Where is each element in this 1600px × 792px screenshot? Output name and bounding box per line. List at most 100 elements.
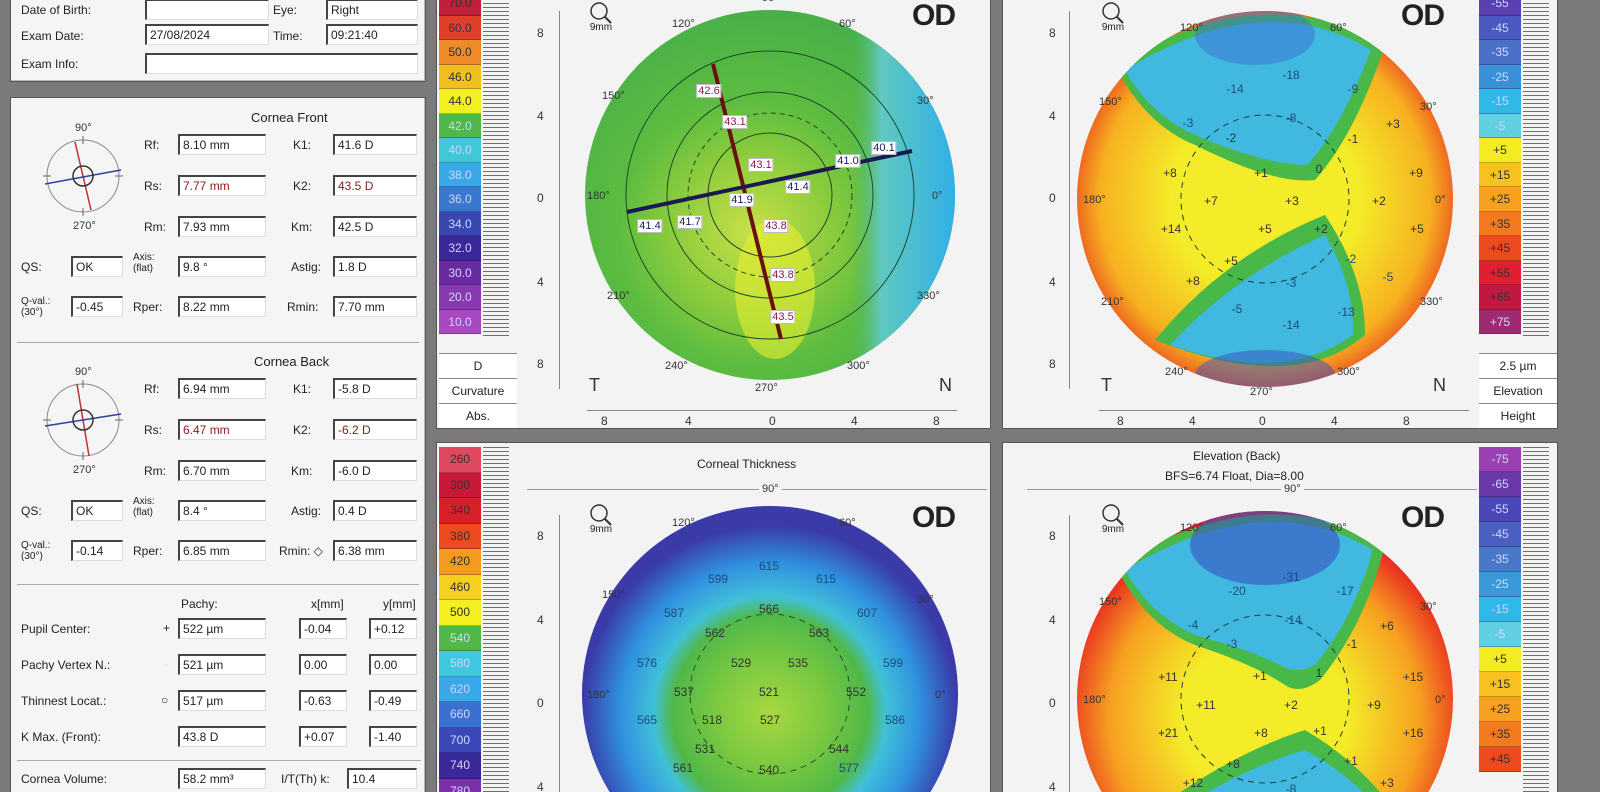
- front-qval-field[interactable]: -0.45: [71, 296, 123, 317]
- front-astig-field[interactable]: 1.8 D: [333, 256, 417, 277]
- scale-step: -45: [1479, 522, 1521, 547]
- time-field[interactable]: 09:21:40: [326, 24, 418, 45]
- elevation-front-map: 180° 0° 120° 60° 150° 30° 210° 330° 240°…: [1077, 11, 1453, 395]
- pachy-value-field[interactable]: 43.8 D: [178, 726, 266, 747]
- back-rmin-field[interactable]: 6.38 mm: [333, 540, 417, 561]
- y-value-field[interactable]: -1.40: [369, 726, 417, 747]
- scale-step: 34.0: [439, 211, 481, 236]
- scale-step: 46.0: [439, 64, 481, 89]
- back-axis-field[interactable]: 8.4 °: [178, 500, 266, 521]
- svg-text:150°: 150°: [602, 589, 625, 601]
- elevation-back-subtitle: BFS=6.74 Float, Dia=8.00: [1165, 469, 1304, 483]
- qval-label: Q-val.: (30°): [21, 296, 51, 318]
- zoom-magnifier-button[interactable]: 9mm: [587, 1, 615, 33]
- scale-step: 380: [439, 523, 481, 549]
- back-rm-field[interactable]: 6.70 mm: [178, 460, 266, 481]
- qval-label: Q-val.: (30°): [21, 540, 51, 562]
- back-k1-field[interactable]: -5.8 D: [333, 378, 417, 399]
- svg-text:270°: 270°: [1250, 386, 1273, 395]
- cornea-front-axis-dial-icon: [43, 136, 123, 216]
- zoom-label: 9mm: [1101, 22, 1125, 33]
- x-column-header: x[mm]: [311, 597, 344, 611]
- x-value-field[interactable]: +0.07: [299, 726, 347, 747]
- svg-text:210°: 210°: [1101, 296, 1124, 308]
- pachy-value-field[interactable]: 521 µm: [178, 654, 266, 675]
- front-qs-field[interactable]: OK: [71, 256, 123, 277]
- front-rs-field[interactable]: 7.77 mm: [178, 175, 266, 196]
- y-axis: [559, 515, 560, 792]
- flat-meridian-value: 41.9: [729, 193, 755, 207]
- y-value-field[interactable]: -0.49: [369, 690, 417, 711]
- back-astig-field[interactable]: 0.4 D: [333, 500, 417, 521]
- scale-histogram: [483, 447, 509, 792]
- y-tick: 0: [537, 191, 544, 205]
- front-k1-field[interactable]: 41.6 D: [333, 134, 417, 155]
- back-qval-field[interactable]: -0.14: [71, 540, 123, 561]
- volume-row: Cornea Volume: 58.2 mm³ I/T(Th) k: 10.4: [11, 766, 427, 790]
- time-label: Time:: [273, 29, 303, 43]
- thickness-value: 565: [636, 713, 658, 727]
- title-divider: [1027, 489, 1477, 490]
- elevation-value: +5: [1258, 222, 1272, 236]
- svg-text:210°: 210°: [607, 290, 630, 302]
- x-value-field[interactable]: -0.63: [299, 690, 347, 711]
- pachy-value-field[interactable]: 517 µm: [178, 690, 266, 711]
- pachy-value-field[interactable]: 522 µm: [178, 618, 266, 639]
- dot-marker-icon: ·: [165, 657, 169, 671]
- zoom-magnifier-button[interactable]: 9mm: [1099, 1, 1127, 33]
- zoom-magnifier-button[interactable]: 9mm: [587, 503, 615, 535]
- ratio-field[interactable]: 10.4: [347, 768, 417, 789]
- row-label: K Max. (Front):: [21, 730, 102, 744]
- zoom-magnifier-button[interactable]: 9mm: [1099, 503, 1127, 535]
- exam-date-field[interactable]: 27/08/2024: [145, 24, 269, 45]
- elevation-value: +1: [1344, 754, 1358, 768]
- volume-field[interactable]: 58.2 mm³: [178, 768, 266, 789]
- x-value-field[interactable]: 0.00: [299, 654, 347, 675]
- back-km-field[interactable]: -6.0 D: [333, 460, 417, 481]
- front-rmin-field[interactable]: 7.70 mm: [333, 296, 417, 317]
- elevation-value: +8: [1186, 274, 1200, 288]
- scale-step: 660: [439, 702, 481, 728]
- thickness-value: 535: [787, 656, 809, 670]
- elevation-value: +6: [1380, 619, 1394, 633]
- eye-tag: OD: [1401, 0, 1445, 32]
- thickness-value: 577: [838, 761, 860, 775]
- thickness-value: 615: [815, 572, 837, 586]
- exam-info-field[interactable]: [145, 53, 418, 74]
- dob-field[interactable]: [145, 0, 269, 20]
- x-tick: 8: [933, 414, 940, 428]
- eye-tag: OD: [912, 0, 956, 32]
- rmin-label: Rmin: ◇: [279, 544, 323, 558]
- back-rper-field[interactable]: 6.85 mm: [178, 540, 266, 561]
- curvature-map-panel: 70.0 60.0 50.0 46.0 44.0 42.0 40.0 38.0 36.0 34.0…: [436, 0, 991, 429]
- dial-label-270: 270°: [73, 464, 96, 476]
- scale-step: 20.0: [439, 285, 481, 310]
- back-rs-field[interactable]: 6.47 mm: [178, 419, 266, 440]
- scale-step: 540: [439, 625, 481, 651]
- front-rf-field[interactable]: 8.10 mm: [178, 134, 266, 155]
- thickness-value: 529: [730, 656, 752, 670]
- front-k2-field[interactable]: 43.5 D: [333, 175, 417, 196]
- nasal-label: N: [1433, 375, 1446, 395]
- back-k2-field[interactable]: -6.2 D: [333, 419, 417, 440]
- front-km-field[interactable]: 42.5 D: [333, 216, 417, 237]
- elevation-value: +11: [1196, 698, 1216, 712]
- scale-step: 260: [439, 447, 481, 473]
- svg-text:30°: 30°: [917, 95, 934, 107]
- measurements-panel: Cornea Front 90° 270° Rf: 8.10 mm K1: 41…: [10, 97, 426, 792]
- front-axis-field[interactable]: 9.8 °: [178, 256, 266, 277]
- x-value-field[interactable]: -0.04: [299, 618, 347, 639]
- back-rf-field[interactable]: 6.94 mm: [178, 378, 266, 399]
- front-rm-field[interactable]: 7.93 mm: [178, 216, 266, 237]
- front-rper-field[interactable]: 8.22 mm: [178, 296, 266, 317]
- elevation-value: +1: [1254, 166, 1268, 180]
- y-value-field[interactable]: +0.12: [369, 618, 417, 639]
- elevation-value: +8: [1226, 757, 1240, 771]
- y-value-field[interactable]: 0.00: [369, 654, 417, 675]
- eye-field[interactable]: Right: [326, 0, 418, 20]
- y-tick: 4: [537, 275, 544, 289]
- k2-label: K2:: [293, 179, 312, 193]
- back-qs-field[interactable]: OK: [71, 500, 123, 521]
- flat-meridian-value: 41.7: [677, 215, 703, 229]
- svg-text:180°: 180°: [1083, 694, 1106, 706]
